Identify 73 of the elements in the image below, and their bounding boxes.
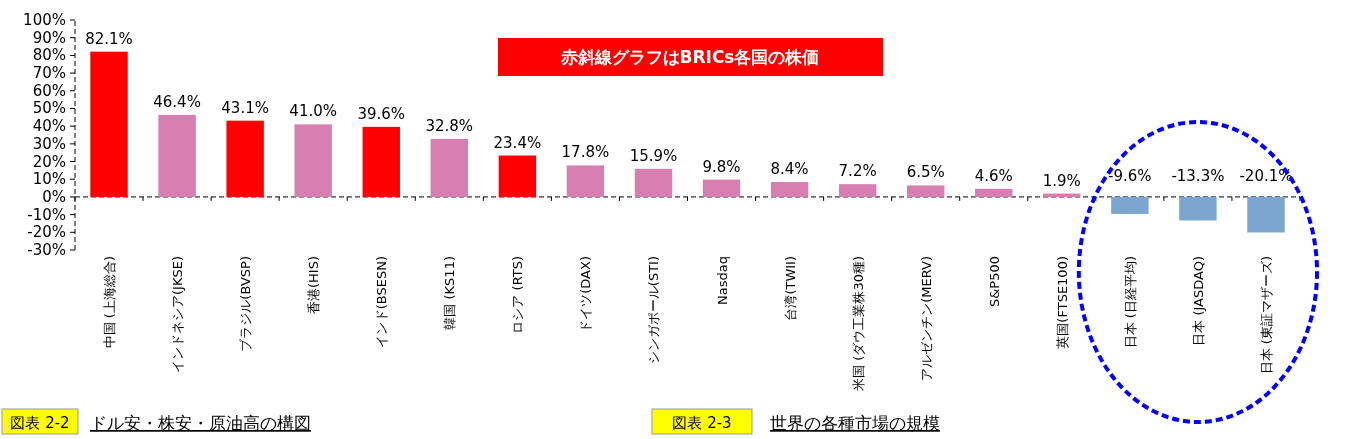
bar [1247, 196, 1285, 233]
bar [430, 138, 469, 197]
x-tick-label: インドネシア(JKSE) [170, 256, 186, 373]
bar [294, 124, 332, 197]
bar [975, 188, 1013, 197]
bar [770, 182, 809, 197]
y-tick-label: 80% [32, 46, 66, 65]
x-tick-label: シンガポール(STI) [646, 256, 662, 365]
annotation: 赤斜線グラフはBRICs各国の株価 [559, 47, 820, 67]
data-label: 43.1% [221, 98, 269, 117]
bar [1043, 193, 1081, 197]
bar [362, 126, 400, 197]
y-tick-label: 10% [32, 170, 66, 189]
y-tick-label: -10% [27, 205, 66, 224]
x-tick-label: 日本 (日経平均) [1122, 256, 1138, 349]
x-tick-label: 日本 (JASDAQ) [1190, 256, 1206, 346]
bar [498, 155, 537, 197]
bar [158, 114, 196, 197]
x-tick-label: 米国 (ダウ工業株30種) [850, 256, 866, 391]
text: 図表 2-2 [10, 414, 70, 432]
x-tick-label: 台湾(TWII) [782, 256, 798, 321]
y-tick-label: 100% [23, 11, 66, 29]
bar [838, 184, 877, 197]
y-tick-label: 0% [42, 187, 66, 206]
data-label: 17.8% [561, 143, 610, 162]
y-tick-label: 50% [32, 99, 66, 118]
data-label: 4.6% [974, 166, 1013, 185]
bar [1111, 196, 1149, 214]
x-tick-label: アルゼンチン(MERV) [918, 256, 934, 381]
data-label: 46.4% [153, 92, 201, 111]
x-tick-label: 韓国 (KS11) [442, 256, 458, 330]
bar [906, 185, 945, 197]
x-tick-label: ドイツ(DAX) [578, 256, 594, 333]
x-tick-label: インド(BSESN) [374, 256, 390, 349]
y-tick-label: 20% [32, 152, 66, 171]
x-tick-label: Nasdaq [714, 256, 730, 305]
y-tick-label: 40% [32, 117, 66, 136]
bar [1179, 196, 1217, 221]
text: ドル安・株安・原油高の構図 [90, 413, 311, 433]
data-label: -20.1% [1239, 166, 1293, 185]
x-tick-label: 英国(FTSE100) [1054, 256, 1070, 349]
x-tick-label: 香港(HIS) [306, 256, 322, 315]
x-tick-label: ロシア (RTS) [510, 256, 526, 334]
bar [702, 179, 741, 197]
y-tick-label: -20% [27, 223, 66, 242]
bar [226, 120, 264, 197]
x-tick-label: 日本 (東証マザーズ) [1258, 256, 1274, 375]
x-tick-label: 中国 (上海総合) [102, 256, 118, 349]
text: 世界の各種市場の規模 [770, 413, 940, 433]
data-label: 15.9% [629, 146, 678, 165]
y-tick-label: 90% [32, 28, 66, 47]
data-label: 1.9% [1042, 171, 1081, 190]
text: 図表 2-3 [672, 414, 732, 432]
data-label: -13.3% [1171, 166, 1225, 185]
data-label: -9.6% [1108, 166, 1152, 185]
data-label: 7.2% [838, 162, 877, 181]
bar [90, 51, 128, 197]
data-label: 23.4% [493, 133, 542, 152]
data-label: 82.1% [85, 29, 133, 48]
y-tick-label: 30% [32, 134, 66, 153]
data-label: 9.8% [702, 157, 741, 176]
y-tick-label: -30% [27, 241, 66, 259]
bar [566, 165, 605, 197]
data-label: 8.4% [770, 160, 809, 179]
data-label: 32.8% [425, 116, 474, 135]
data-label: 6.5% [906, 163, 945, 182]
y-tick-label: 60% [32, 81, 66, 100]
data-label: 41.0% [289, 102, 338, 121]
bar [634, 168, 673, 197]
y-tick-label: 70% [32, 64, 66, 83]
x-tick-label: S&P500 [986, 256, 1002, 308]
x-tick-label: ブラジル(BVSP) [238, 256, 254, 352]
data-label: 39.6% [357, 104, 406, 123]
